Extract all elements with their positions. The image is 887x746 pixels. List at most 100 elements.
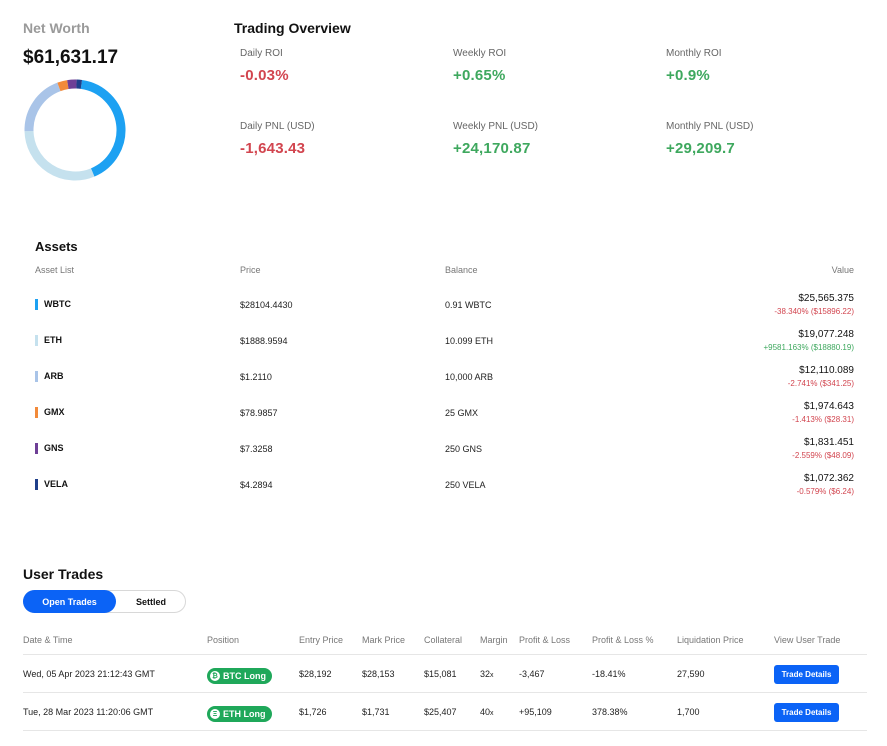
metric-value: +0.65% [453,67,506,84]
asset-value: $1,831.451 [803,437,854,448]
trade-mark-price: $28,153 [362,669,395,679]
trade-entry-price: $1,726 [299,707,327,717]
user-trades-title: User Trades [23,566,104,582]
trades-col-entry: Entry Price [299,635,344,645]
trades-col-view: View User Trade [774,635,841,645]
trades-col-margin: Margin [480,635,508,645]
metric-value: +0.9% [666,67,710,84]
asset-color-marker [35,443,38,454]
assets-col-list: Asset List [35,265,75,275]
trade-details-button[interactable]: Trade Details [774,703,839,722]
donut-segment-eth [24,130,95,181]
assets-title: Assets [35,239,78,254]
trades-col-collateral: Collateral [424,635,463,645]
assets-col-balance: Balance [445,265,478,275]
asset-symbol: WBTC [44,299,71,309]
metric-daily-pnl: Daily PNL (USD) -1,643.43 [240,121,315,157]
position-badge: Ξ ETH Long [207,706,272,722]
bitcoin-icon: ₿ [210,671,220,681]
asset-row-arb[interactable]: ARB $1.2110 10,000 ARB $12,110.089 -2.74… [0,365,887,398]
metric-value: -0.03% [240,67,289,84]
trade-liquidation-price: 1,700 [677,707,700,717]
tab-open-trades[interactable]: Open Trades [23,590,116,613]
asset-row-gmx[interactable]: GMX $78.9857 25 GMX $1,974.643 -1.413% (… [0,401,887,434]
trade-datetime: Wed, 05 Apr 2023 21:12:43 GMT [23,669,155,679]
trades-col-pnl: Profit & Loss [519,635,571,645]
trades-divider [23,654,867,655]
trade-pnl: -3,467 [519,669,545,679]
trade-entry-price: $28,192 [299,669,332,679]
asset-value: $19,077.248 [798,329,854,340]
tab-settled[interactable]: Settled [135,596,166,607]
trade-details-button[interactable]: Trade Details [774,665,839,684]
asset-color-marker [35,479,38,490]
metric-value: -1,643.43 [240,140,306,157]
asset-balance: 10.099 ETH [445,336,494,346]
asset-price: $4.2894 [240,480,273,490]
asset-price: $28104.4430 [240,300,293,310]
metric-monthly-pnl: Monthly PNL (USD) +29,209.7 [666,121,753,157]
position-label: ETH Long [223,709,266,719]
asset-symbol: GNS [44,443,64,453]
asset-balance: 250 VELA [445,480,486,490]
position-badge: ₿ BTC Long [207,668,272,684]
trades-divider [23,692,867,693]
metric-value: +24,170.87 [453,140,531,157]
asset-value: $1,974.643 [803,401,854,412]
trade-collateral: $25,407 [424,707,457,717]
position-label: BTC Long [223,671,266,681]
donut-segment-arb [24,82,61,132]
trade-collateral: $15,081 [424,669,457,679]
metric-label: Daily PNL (USD) [240,121,315,132]
trades-col-pnl-pct: Profit & Loss % [592,635,654,645]
asset-row-eth[interactable]: ETH $1888.9594 10.099 ETH $19,077.248 +9… [0,329,887,362]
metric-label: Daily ROI [240,48,283,59]
trade-margin: 32x [480,669,494,679]
net-worth-label: Net Worth [23,20,90,36]
trade-pnl: +95,109 [519,707,552,717]
trade-row: Wed, 05 Apr 2023 21:12:43 GMT ₿ BTC Long… [0,661,887,699]
asset-color-marker [35,407,38,418]
metric-label: Monthly ROI [666,48,722,59]
asset-change: -2.559% ($48.09) [792,451,854,460]
metric-weekly-pnl: Weekly PNL (USD) +24,170.87 [453,121,538,157]
trades-tab-toggle: Open Trades Settled [23,590,186,613]
trades-col-liquidation: Liquidation Price [677,635,744,645]
assets-col-price: Price [240,265,261,275]
asset-change: -2.741% ($341.25) [787,379,854,388]
asset-price: $78.9857 [240,408,278,418]
asset-symbol: ETH [44,335,62,345]
trading-overview-title: Trading Overview [234,20,351,36]
asset-color-marker [35,335,38,346]
asset-balance: 10,000 ARB [445,372,494,382]
asset-value: $12,110.089 [799,365,854,376]
metric-label: Weekly ROI [453,48,507,59]
asset-row-gns[interactable]: GNS $7.3258 250 GNS $1,831.451 -2.559% (… [0,437,887,470]
asset-price: $1888.9594 [240,336,288,346]
margin-value: 32 [480,669,491,679]
trade-pnl-pct: -18.41% [592,669,626,679]
trade-liquidation-price: 27,590 [677,669,705,679]
asset-change: -1.413% ($28.31) [792,415,854,424]
trades-col-mark: Mark Price [362,635,406,645]
asset-symbol: ARB [44,371,64,381]
net-worth-donut-chart [24,79,126,181]
asset-color-marker [35,299,38,310]
trade-mark-price: $1,731 [362,707,390,717]
metric-label: Monthly PNL (USD) [666,121,754,132]
margin-value: 40 [480,707,491,717]
assets-col-value: Value [831,265,854,275]
asset-color-marker [35,371,38,382]
asset-balance: 250 GNS [445,444,483,454]
asset-value: $25,565.375 [798,293,854,304]
asset-symbol: GMX [44,407,65,417]
trade-row: Tue, 28 Mar 2023 11:20:06 GMT Ξ ETH Long… [0,699,887,737]
asset-row-wbtc[interactable]: WBTC $28104.4430 0.91 WBTC $25,565.375 -… [0,293,887,326]
donut-segment-wbtc [80,79,126,177]
asset-row-vela[interactable]: VELA $4.2894 250 VELA $1,072.362 -0.579%… [0,473,887,506]
trades-col-datetime: Date & Time [23,635,73,645]
asset-change: -38.340% ($15896.22) [774,307,854,316]
asset-change: +9581.163% ($18880.19) [763,343,854,352]
metric-daily-roi: Daily ROI -0.03% [240,48,289,84]
metric-label: Weekly PNL (USD) [453,121,539,132]
